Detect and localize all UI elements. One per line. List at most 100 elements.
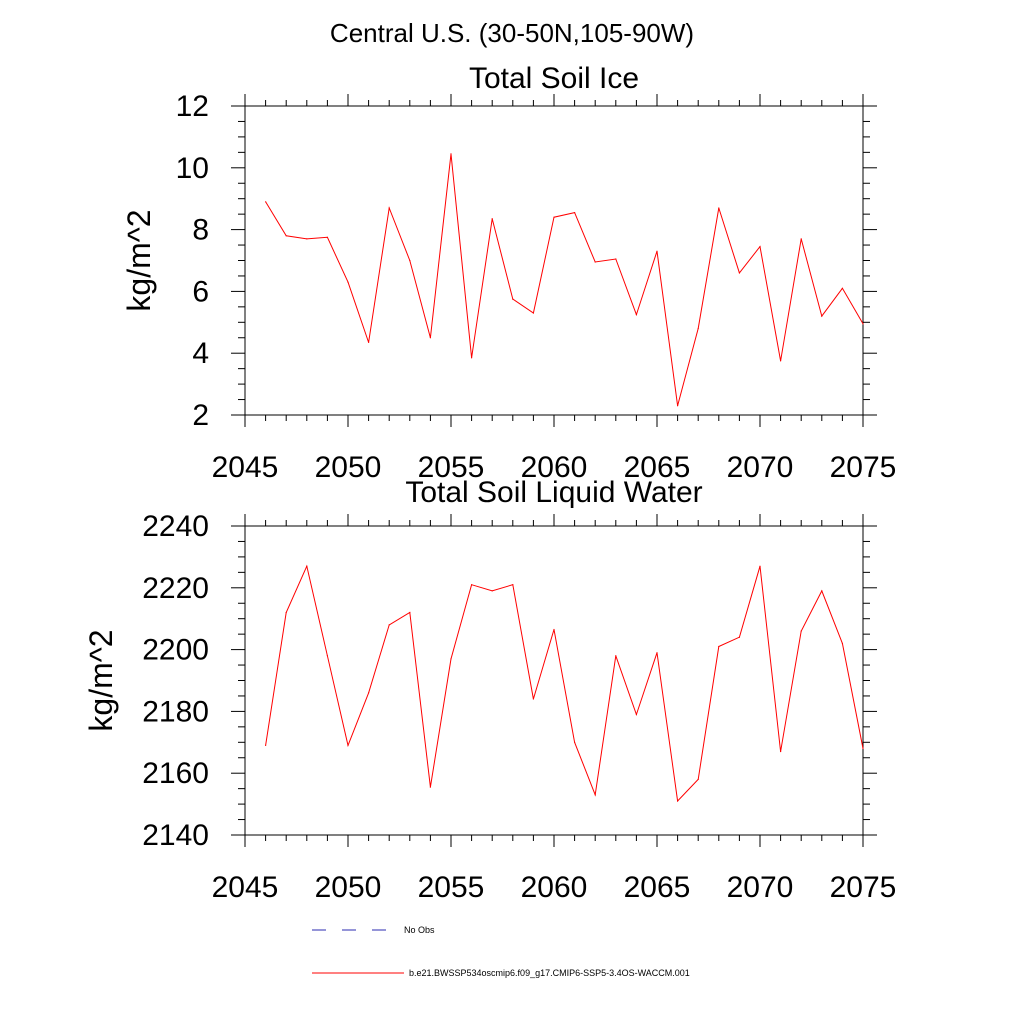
- data-point: [738, 272, 741, 274]
- y-tick-label: 4: [192, 337, 209, 370]
- y-tick-label: 2160: [142, 757, 209, 790]
- series-line: [265, 564, 864, 803]
- data-point: [574, 741, 576, 743]
- data-point: [409, 259, 411, 262]
- x-tick-label: 2075: [830, 451, 897, 484]
- y-tick-label: 6: [192, 275, 209, 308]
- data-point: [491, 590, 493, 592]
- data-point: [429, 786, 431, 788]
- data-point: [594, 794, 596, 796]
- data-point: [265, 201, 267, 203]
- data-point: [429, 337, 431, 339]
- data-point: [635, 313, 638, 316]
- data-point: [656, 250, 658, 252]
- data-point: [759, 565, 761, 567]
- data-point: [471, 357, 473, 359]
- data-point: [326, 236, 328, 238]
- data-point: [512, 584, 514, 586]
- data-point: [532, 312, 535, 314]
- legend-item-model: b.e21.BWSSP534oscmip6.f09_g17.CMIP6-SSP5…: [312, 968, 690, 978]
- y-tick-label: 2200: [142, 634, 209, 667]
- data-point: [821, 590, 823, 592]
- data-point: [862, 747, 864, 750]
- legend-label-model: b.e21.BWSSP534oscmip6.f09_g17.CMIP6-SSP5…: [409, 968, 690, 978]
- y-tick-label: 8: [192, 214, 209, 247]
- y-tick-label: 10: [176, 152, 209, 185]
- x-tick-label: 2050: [315, 451, 382, 484]
- chart-title: Total Soil Liquid Water: [405, 476, 702, 509]
- data-point: [368, 341, 370, 343]
- data-point: [677, 800, 679, 802]
- data-point: [718, 207, 720, 209]
- data-point: [306, 238, 308, 240]
- data-point: [615, 258, 617, 260]
- x-tick-label: 2070: [727, 871, 794, 904]
- data-point: [800, 630, 802, 632]
- y-axis-label: kg/m^2: [121, 209, 157, 311]
- data-point: [450, 658, 452, 660]
- y-tick-label: 2220: [142, 572, 209, 605]
- figure-super-title: Central U.S. (30-50N,105-90W): [330, 18, 694, 48]
- y-tick-label: 2: [192, 399, 209, 432]
- data-point: [656, 652, 658, 654]
- data-point: [491, 218, 493, 220]
- legend: No Obs b.e21.BWSSP534oscmip6.f09_g17.CMI…: [312, 925, 690, 978]
- x-tick-label: 2055: [418, 871, 485, 904]
- x-tick-label: 2045: [212, 871, 279, 904]
- y-tick-label: 12: [176, 90, 209, 123]
- y-axis-label: kg/m^2: [83, 629, 119, 731]
- data-point: [512, 298, 514, 300]
- data-point: [347, 281, 349, 283]
- chart-total-soil-liquid-water: Total Soil Liquid Water kg/m^2 2045 2050 205…: [83, 476, 896, 904]
- legend-label-no-obs: No Obs: [404, 925, 435, 935]
- x-tick-label: 2060: [521, 451, 588, 484]
- x-tick-label: 2065: [624, 871, 691, 904]
- data-point: [821, 315, 823, 317]
- data-point: [409, 611, 411, 614]
- data-point: [759, 245, 761, 248]
- data-point: [800, 238, 802, 240]
- x-tick-label: 2045: [212, 451, 279, 484]
- chart-title: Total Soil Ice: [469, 62, 639, 95]
- legend-item-no-obs: No Obs: [312, 925, 435, 935]
- data-point: [471, 584, 473, 586]
- data-point: [697, 327, 699, 330]
- data-point: [635, 713, 638, 716]
- data-point: [841, 642, 844, 645]
- data-point: [450, 153, 452, 155]
- data-point: [326, 655, 328, 657]
- data-point: [553, 216, 555, 218]
- data-point: [594, 261, 596, 263]
- data-point: [347, 744, 349, 746]
- data-point: [780, 360, 782, 362]
- x-tick-label: 2065: [624, 451, 691, 484]
- y-tick-label: 2180: [142, 695, 209, 728]
- x-tick-label: 2055: [418, 451, 485, 484]
- data-point: [388, 624, 390, 626]
- chart-total-soil-ice: Total Soil Ice kg/m^2 2045 2050 2055 2060 2065…: [121, 62, 896, 484]
- data-point: [574, 212, 576, 214]
- data-point: [368, 692, 370, 694]
- data-point: [780, 750, 782, 753]
- data-point: [697, 778, 699, 780]
- plot-frame: [244, 525, 864, 836]
- series-line: [265, 153, 864, 406]
- data-point: [285, 611, 287, 614]
- x-tick-label: 2060: [521, 871, 588, 904]
- data-point: [718, 645, 720, 648]
- data-point: [615, 655, 617, 657]
- data-point: [306, 565, 308, 567]
- data-point: [862, 323, 864, 325]
- data-point: [677, 405, 679, 407]
- x-tick-label: 2075: [830, 871, 897, 904]
- y-tick-label: 2240: [142, 510, 209, 543]
- x-tick-label: 2050: [315, 871, 382, 904]
- x-tick-label: 2070: [727, 451, 794, 484]
- data-point: [553, 628, 555, 631]
- data-point: [532, 698, 535, 700]
- data-point: [285, 235, 287, 237]
- y-tick-label: 2140: [142, 819, 209, 852]
- data-point: [738, 636, 741, 638]
- data-point: [841, 287, 844, 289]
